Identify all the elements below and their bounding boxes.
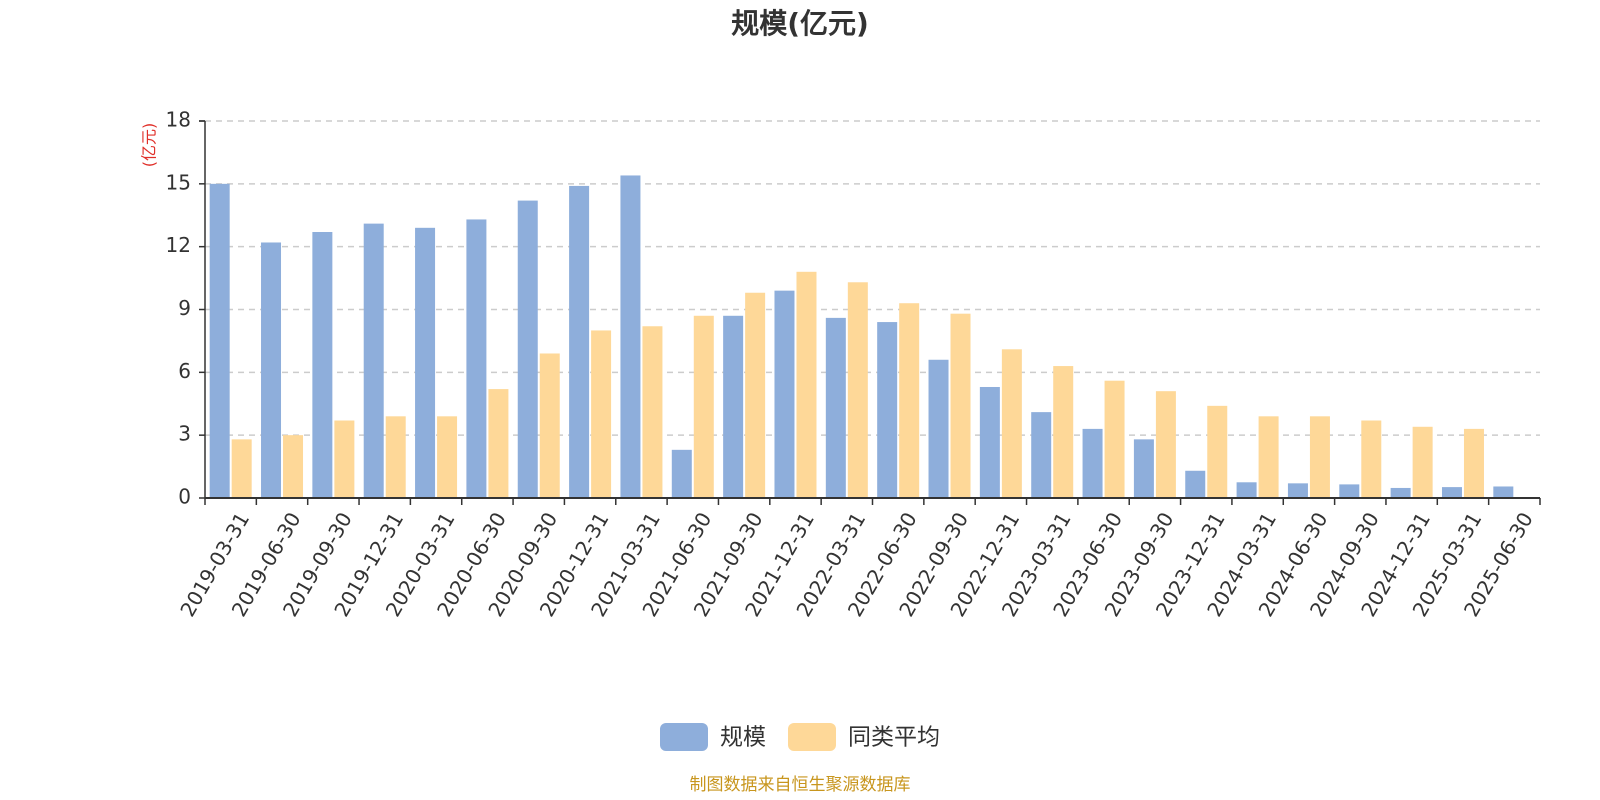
bar-0-18 <box>1133 439 1154 498</box>
bar-0-5 <box>466 219 487 498</box>
y-tick-label: 15 <box>166 170 191 194</box>
bar-0-20 <box>1236 482 1257 498</box>
bar-series <box>209 175 1514 499</box>
bar-0-10 <box>723 315 744 498</box>
bar-0-7 <box>569 185 590 498</box>
bar-1-22 <box>1361 420 1382 498</box>
y-tick-label: 9 <box>178 296 191 320</box>
legend-label-0: 规模 <box>720 725 766 751</box>
legend-label-1: 同类平均 <box>848 725 940 751</box>
bar-0-25 <box>1493 486 1514 498</box>
data-source-note: 制图数据来自恒生聚源数据库 <box>690 775 911 795</box>
bar-0-19 <box>1185 470 1206 498</box>
bar-1-4 <box>437 416 458 498</box>
x-axis-tick-labels: 2019-03-312019-06-302019-09-302019-12-31… <box>175 508 1538 621</box>
bar-1-1 <box>283 435 304 498</box>
bar-1-18 <box>1155 391 1176 498</box>
bar-0-16 <box>1031 412 1052 498</box>
bar-0-11 <box>774 290 795 498</box>
bar-1-17 <box>1104 380 1125 498</box>
y-axis-tick-labels: 0 3 6 9 12 15 18 <box>166 108 191 509</box>
bar-0-2 <box>312 232 333 498</box>
bar-1-2 <box>334 420 355 498</box>
bar-1-8 <box>642 326 663 498</box>
bar-0-13 <box>877 322 898 498</box>
bar-0-12 <box>825 317 846 498</box>
bar-1-13 <box>899 303 920 498</box>
bar-0-6 <box>517 200 538 499</box>
bar-1-3 <box>385 416 406 498</box>
y-tick-label: 0 <box>178 485 191 509</box>
y-tick-label: 18 <box>166 108 191 132</box>
bar-1-19 <box>1207 405 1228 498</box>
axes <box>199 120 1541 505</box>
bar-1-5 <box>488 389 509 498</box>
grid-lines <box>205 120 1540 436</box>
legend-swatch-1 <box>788 723 836 751</box>
bar-0-3 <box>363 223 384 498</box>
bar-1-23 <box>1412 426 1433 498</box>
legend: 规模 同类平均 <box>660 723 940 751</box>
bar-0-1 <box>261 242 282 498</box>
y-axis-unit-label: (亿元) <box>140 123 159 168</box>
bar-0-24 <box>1441 487 1462 498</box>
bar-1-6 <box>539 353 560 498</box>
bar-1-21 <box>1309 416 1330 498</box>
bar-1-7 <box>591 330 612 498</box>
bar-1-14 <box>950 313 971 498</box>
bar-1-10 <box>745 292 766 498</box>
bar-0-21 <box>1287 483 1308 498</box>
bar-0-8 <box>620 175 641 498</box>
bar-1-11 <box>796 271 817 498</box>
y-tick-label: 6 <box>178 359 191 383</box>
bar-1-12 <box>847 282 868 498</box>
bar-0-22 <box>1339 484 1360 498</box>
bar-0-23 <box>1390 487 1411 498</box>
y-tick-label: 12 <box>166 233 191 257</box>
bar-1-24 <box>1463 428 1484 498</box>
bar-0-9 <box>671 449 692 498</box>
bar-1-0 <box>231 439 252 498</box>
legend-swatch-0 <box>660 723 708 751</box>
bar-1-16 <box>1053 366 1074 498</box>
chart-title: 规模(亿元) <box>731 7 869 40</box>
y-tick-label: 3 <box>178 422 191 446</box>
bar-0-15 <box>979 386 1000 498</box>
bar-0-17 <box>1082 428 1103 498</box>
bar-1-9 <box>693 315 714 498</box>
bar-0-0 <box>209 183 230 499</box>
bar-0-14 <box>928 359 949 498</box>
bar-1-15 <box>1001 349 1022 498</box>
bar-1-20 <box>1258 416 1279 498</box>
bar-0-4 <box>415 227 436 499</box>
